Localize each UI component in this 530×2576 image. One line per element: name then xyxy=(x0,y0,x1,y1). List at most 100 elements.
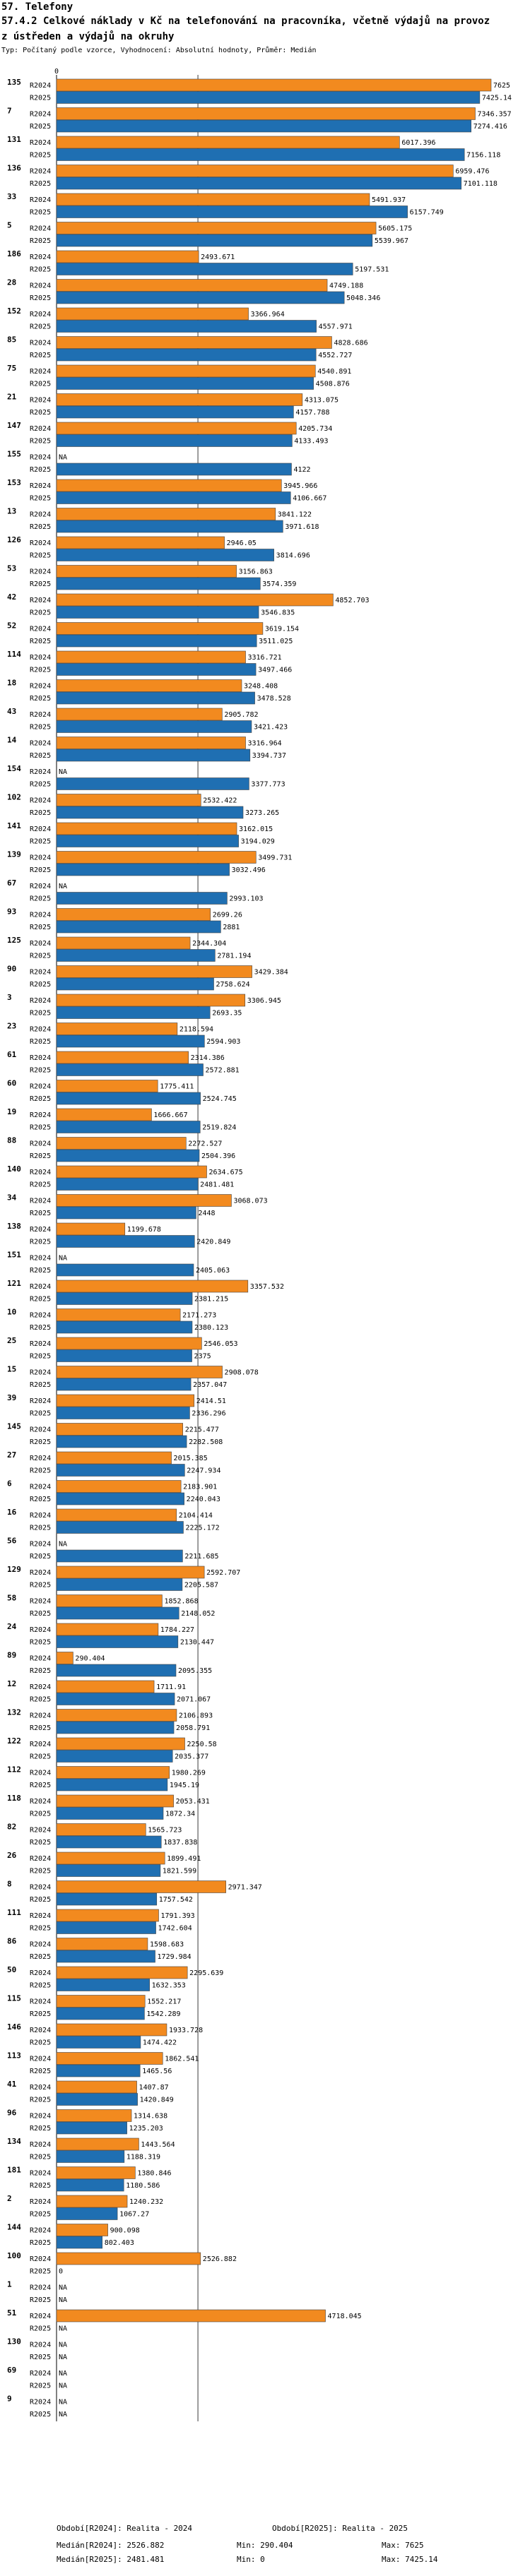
data-label: 2524.745 xyxy=(203,1095,237,1103)
bar-r2025 xyxy=(56,2007,145,2020)
bar-r2024 xyxy=(56,565,237,578)
group-label: 28 xyxy=(7,278,16,287)
data-label: 2504.396 xyxy=(201,1152,235,1160)
series-label: R2025 xyxy=(30,752,51,760)
series-label: R2024 xyxy=(30,825,51,833)
series-label: R2025 xyxy=(30,1811,51,1818)
bar-r2024 xyxy=(56,136,400,149)
series-label: R2024 xyxy=(30,2342,51,2349)
data-label: 3032.496 xyxy=(232,866,266,874)
data-label: 2130.447 xyxy=(180,1639,214,1647)
bar-r2025 xyxy=(56,2093,138,2106)
group-label: 111 xyxy=(7,1908,21,1917)
bar-r2025 xyxy=(56,549,274,561)
data-label: 4552.727 xyxy=(318,352,352,359)
x-axis-zero-label: 0 xyxy=(54,68,59,76)
series-label: R2025 xyxy=(30,1124,51,1132)
group-label: 60 xyxy=(7,1079,16,1088)
series-label: R2025 xyxy=(30,1753,51,1761)
bar-r2024 xyxy=(56,479,282,492)
data-label: 1757.542 xyxy=(159,1896,193,1904)
bar-r2024 xyxy=(56,1880,226,1893)
series-label: R2024 xyxy=(30,2027,51,2034)
series-label: R2025 xyxy=(30,1467,51,1475)
series-label: R2025 xyxy=(30,695,51,703)
bar-r2024 xyxy=(56,708,223,721)
data-label: 3366.964 xyxy=(251,311,285,318)
legend-period-2024: Období[R2024]: Realita - 2024 xyxy=(57,2524,193,2533)
series-label: R2025 xyxy=(30,1067,51,1075)
series-label: R2024 xyxy=(30,225,51,233)
data-label: 4749.188 xyxy=(329,282,363,290)
group-label: 145 xyxy=(7,1422,21,1431)
series-label: R2025 xyxy=(30,1296,51,1304)
series-label: R2024 xyxy=(30,1226,51,1234)
data-label: 4540.891 xyxy=(317,368,351,376)
group-label: 8 xyxy=(7,1880,12,1889)
bar-r2024 xyxy=(56,2224,108,2236)
bar-r2024 xyxy=(56,2109,132,2122)
bar-r2025 xyxy=(56,1549,183,1563)
data-label: 3619.154 xyxy=(265,626,299,633)
bar-r2025 xyxy=(56,2064,141,2077)
group-label: 141 xyxy=(7,821,21,830)
series-label: R2025 xyxy=(30,1381,51,1389)
group-label: 14 xyxy=(7,736,17,745)
series-label: R2025 xyxy=(30,580,51,588)
series-label: R2024 xyxy=(30,425,51,433)
series-label: R2024 xyxy=(30,1884,51,1892)
group-label: 131 xyxy=(7,135,21,144)
data-label: 1474.422 xyxy=(143,2039,177,2047)
na-label: NA xyxy=(59,2383,67,2390)
data-label: 2420.849 xyxy=(196,1239,230,1246)
bar-r2025 xyxy=(56,634,257,648)
data-label: 2071.067 xyxy=(177,1696,211,1704)
group-label: 75 xyxy=(7,364,16,373)
data-label: 2634.675 xyxy=(209,1169,243,1176)
series-label: R2025 xyxy=(30,2010,51,2018)
bar-r2024 xyxy=(56,1423,183,1436)
group-label: 186 xyxy=(7,249,21,258)
series-label: R2024 xyxy=(30,397,51,405)
data-label: 3248.408 xyxy=(244,683,278,691)
series-label: R2025 xyxy=(30,523,51,531)
bar-r2024 xyxy=(56,1051,189,1064)
bar-r2024 xyxy=(56,2023,167,2037)
series-label: R2024 xyxy=(30,2084,51,2092)
data-label: 900.098 xyxy=(110,2227,140,2235)
series-label: R2024 xyxy=(30,1569,51,1577)
bar-r2024 xyxy=(56,2309,326,2322)
data-label: 3377.773 xyxy=(251,781,285,789)
bar-r2025 xyxy=(56,1349,192,1362)
group-label: 10 xyxy=(7,1308,16,1317)
series-label: R2024 xyxy=(30,797,51,805)
data-label: 6017.396 xyxy=(401,139,435,147)
median-2024: Medián[R2024]: 2526.882 xyxy=(57,2541,165,2550)
group-label: 58 xyxy=(7,1594,16,1603)
group-label: 43 xyxy=(7,707,16,716)
data-label: 2215.477 xyxy=(185,1426,219,1434)
bar-r2024 xyxy=(56,336,332,349)
data-label: 802.403 xyxy=(105,2239,134,2247)
series-label: R2025 xyxy=(30,1438,51,1446)
group-label: 21 xyxy=(7,393,17,402)
data-label: 2314.386 xyxy=(191,1054,225,1062)
series-label: R2024 xyxy=(30,1169,51,1176)
data-label: 1199.678 xyxy=(127,1226,161,1234)
data-label: 1188.319 xyxy=(126,2154,160,2161)
bar-r2025 xyxy=(56,1034,205,1048)
data-label: 2493.671 xyxy=(201,254,235,261)
bar-r2024 xyxy=(56,536,225,549)
bar-r2025 xyxy=(56,1979,150,1991)
bar-r2024 xyxy=(56,1766,170,1779)
bar-r2024 xyxy=(56,1680,155,1693)
bar-r2024 xyxy=(56,1022,178,1035)
data-label: 2572.881 xyxy=(206,1067,240,1075)
series-label: R2025 xyxy=(30,1267,51,1275)
data-label: 1542.289 xyxy=(146,2010,180,2018)
data-label: 2881 xyxy=(223,924,240,931)
data-label: 2336.296 xyxy=(192,1410,225,1418)
series-label: R2024 xyxy=(30,912,51,919)
bar-r2025 xyxy=(56,1292,193,1305)
series-label: R2024 xyxy=(30,1683,51,1691)
